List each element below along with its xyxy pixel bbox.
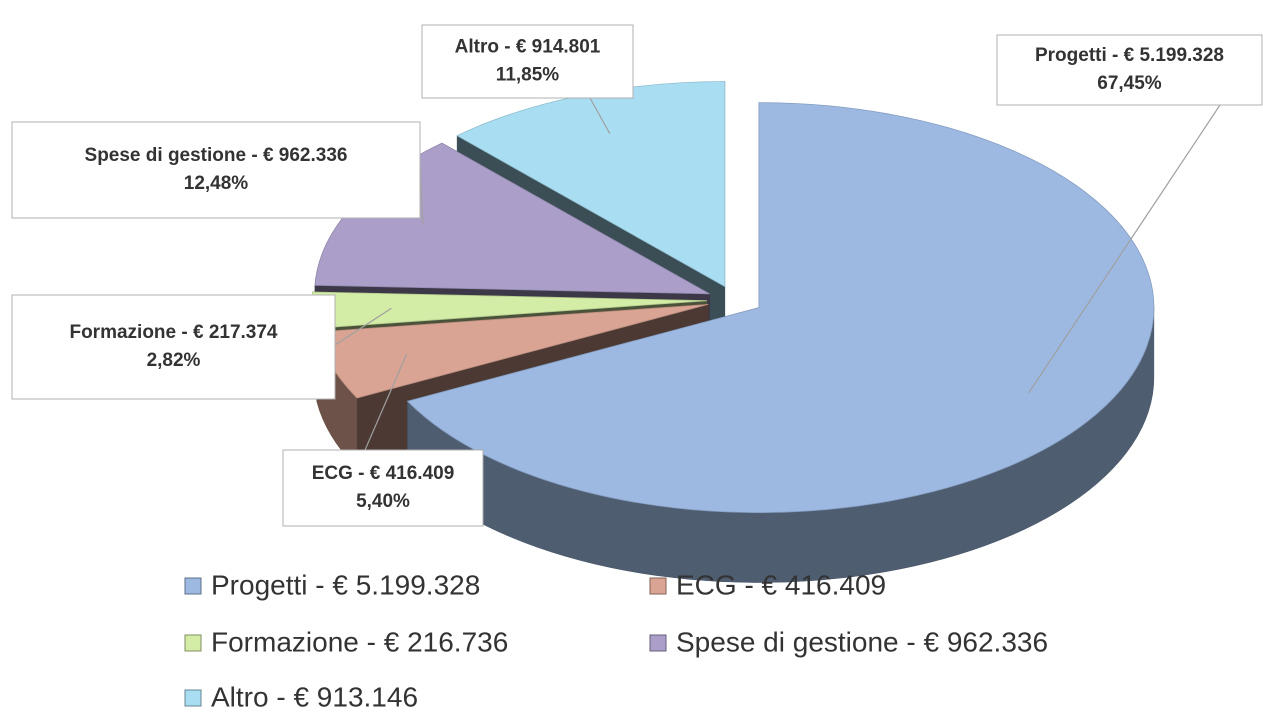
callout-label: ECG - € 416.409 bbox=[312, 463, 455, 484]
callout-box bbox=[282, 449, 484, 527]
callout-value: 2,82% bbox=[147, 350, 201, 371]
callout-box bbox=[11, 121, 421, 219]
legend-swatch bbox=[184, 577, 202, 595]
callout-value: 12,48% bbox=[184, 173, 249, 194]
legend-swatch bbox=[649, 577, 667, 595]
callout-label: Altro - € 914.801 bbox=[455, 37, 601, 58]
leader-line bbox=[1028, 104, 1221, 394]
legend-label: Progetti - € 5.199.328 bbox=[211, 569, 480, 600]
callout-label: Progetti - € 5.199.328 bbox=[1035, 45, 1224, 66]
callout-value: 67,45% bbox=[1097, 73, 1162, 94]
callout-box bbox=[421, 24, 634, 99]
legend-label: ECG - € 416.409 bbox=[676, 569, 886, 600]
legend-label: Spese di gestione - € 962.336 bbox=[676, 626, 1048, 657]
legend-label: Formazione - € 216.736 bbox=[211, 626, 508, 657]
callout-label: Spese di gestione - € 962.336 bbox=[85, 145, 348, 166]
leader-line bbox=[589, 97, 611, 134]
legend-label: Altro - € 913.146 bbox=[211, 681, 418, 712]
callout-box bbox=[996, 34, 1263, 106]
legend-swatch bbox=[184, 689, 202, 707]
legend-swatch bbox=[184, 634, 202, 652]
callout-value: 5,40% bbox=[356, 491, 410, 512]
legend-swatch bbox=[649, 634, 667, 652]
callout-label: Formazione - € 217.374 bbox=[69, 322, 277, 343]
leader-line bbox=[364, 353, 408, 451]
leader-line bbox=[334, 307, 392, 346]
callout-box bbox=[11, 294, 336, 400]
callout-value: 11,85% bbox=[496, 65, 559, 86]
slice bbox=[406, 102, 1155, 513]
